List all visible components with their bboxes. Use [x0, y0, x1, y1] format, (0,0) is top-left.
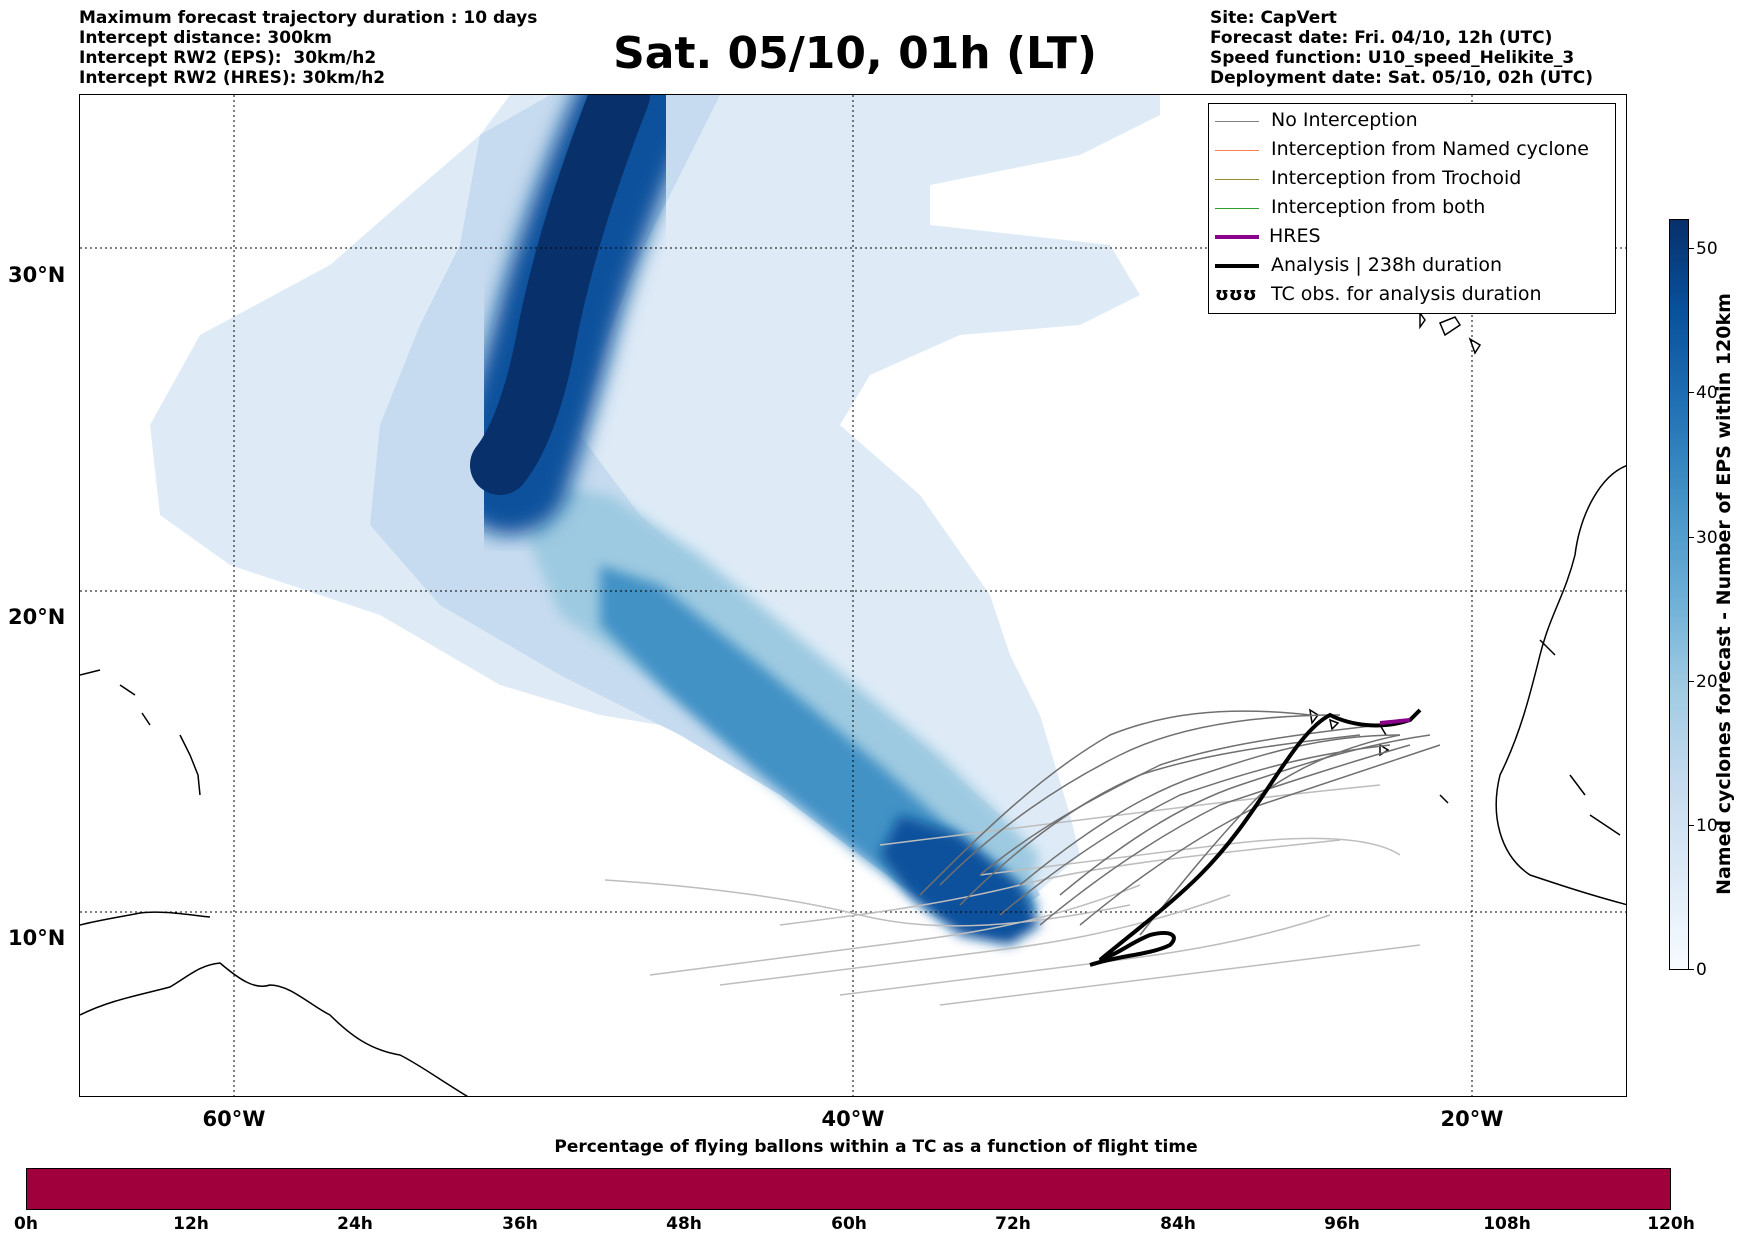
flight-tick-label: 72h — [995, 1214, 1031, 1234]
colorbar-tick-label: 0 — [1696, 960, 1707, 980]
colorbar-tick-mark — [1689, 537, 1694, 538]
legend-item: Analysis | 238h duration — [1209, 252, 1615, 281]
header-left-line: Intercept RW2 (EPS): 30km/h2 — [79, 48, 377, 68]
lat-label-20n: 20°N — [8, 605, 66, 629]
trajectories-light — [604, 784, 1421, 1006]
coastline — [80, 310, 1626, 1096]
legend-line-swatch — [1215, 150, 1259, 151]
lon-label-60w: 60°W — [202, 1107, 266, 1131]
header-left-info: Maximum forecast trajectory duration : 1… — [79, 8, 537, 88]
legend-line-swatch — [1215, 121, 1259, 122]
flight-tick-label: 12h — [173, 1214, 209, 1234]
header-left-line: Intercept RW2 (HRES): 30km/h2 — [79, 68, 386, 88]
flight-tick-label: 84h — [1160, 1214, 1196, 1234]
colorbar-tick-mark — [1689, 825, 1694, 826]
analysis-track — [1089, 708, 1422, 967]
colorbar — [1669, 219, 1689, 970]
legend-item: Interception from Named cyclone — [1209, 136, 1615, 165]
trajectories-no-interception — [919, 710, 1441, 936]
flight-tick-label: 24h — [337, 1214, 373, 1234]
cyclone-density-outer — [150, 95, 1160, 935]
colorbar-tick-mark — [1689, 969, 1694, 970]
legend-line-swatch — [1215, 235, 1259, 239]
legend-label: HRES — [1269, 225, 1321, 247]
legend-label: No Interception — [1271, 109, 1418, 131]
legend-line-swatch — [1215, 179, 1259, 180]
legend-item: Interception from both — [1209, 194, 1615, 223]
colorbar-tick-label: 50 — [1696, 239, 1718, 259]
flight-time-bar — [26, 1168, 1671, 1210]
legend-item: No Interception — [1209, 107, 1615, 136]
legend-label: Interception from both — [1271, 196, 1486, 218]
header-right-info: Site: CapVert Forecast date: Fri. 04/10,… — [1210, 8, 1593, 88]
colorbar-tick-label: 40 — [1696, 383, 1718, 403]
flight-tick-label: 108h — [1483, 1214, 1531, 1234]
legend-label: TC obs. for analysis duration — [1271, 283, 1542, 305]
tc-obs-icon: ʊʊʊ — [1215, 284, 1257, 305]
colorbar-title: Named cyclones forecast - Number of EPS … — [1713, 293, 1735, 895]
lat-label-30n: 30°N — [8, 263, 66, 287]
legend-label: Interception from Trochoid — [1271, 167, 1522, 189]
header-right-line: Speed function: U10_speed_Helikite_3 — [1210, 48, 1575, 68]
colorbar-tick-label: 20 — [1696, 672, 1718, 692]
colorbar-tick-mark — [1689, 248, 1694, 249]
legend-line-swatch — [1215, 264, 1259, 268]
lon-label-20w: 20°W — [1440, 1107, 1504, 1131]
legend-item: HRES — [1209, 223, 1615, 252]
legend-item: Interception from Trochoid — [1209, 165, 1615, 194]
flight-tick-label: 48h — [666, 1214, 702, 1234]
colorbar-tick-label: 30 — [1696, 528, 1718, 548]
header-left-line: Maximum forecast trajectory duration : 1… — [79, 8, 538, 28]
header-right-line: Forecast date: Fri. 04/10, 12h (UTC) — [1210, 28, 1553, 48]
colorbar-tick-label: 10 — [1696, 816, 1718, 836]
flight-tick-label: 120h — [1647, 1214, 1695, 1234]
flight-tick-label: 36h — [502, 1214, 538, 1234]
flight-tick-label: 60h — [831, 1214, 867, 1234]
header-left-line: Intercept distance: 300km — [79, 28, 332, 48]
lon-label-40w: 40°W — [821, 1107, 885, 1131]
map-title: Sat. 05/10, 01h (LT) — [613, 28, 1097, 79]
legend-item: ʊʊʊ TC obs. for analysis duration — [1209, 281, 1615, 310]
colorbar-tick-mark — [1689, 681, 1694, 682]
legend-label: Interception from Named cyclone — [1271, 138, 1589, 160]
cyclone-track-north-core — [470, 95, 650, 495]
lat-label-10n: 10°N — [8, 926, 66, 950]
flight-bar-title: Percentage of flying ballons within a TC… — [554, 1137, 1198, 1157]
flight-tick-label: 96h — [1324, 1214, 1360, 1234]
map-canvas — [80, 95, 1626, 1096]
legend-line-swatch — [1215, 208, 1259, 209]
header-right-line: Deployment date: Sat. 05/10, 02h (UTC) — [1210, 68, 1594, 88]
header-right-line: Site: CapVert — [1210, 8, 1337, 28]
flight-tick-label: 0h — [14, 1214, 38, 1234]
map-legend: No Interception Interception from Named … — [1208, 103, 1616, 314]
legend-label: Analysis | 238h duration — [1271, 254, 1503, 276]
colorbar-tick-mark — [1689, 392, 1694, 393]
hres-track — [1379, 718, 1411, 725]
